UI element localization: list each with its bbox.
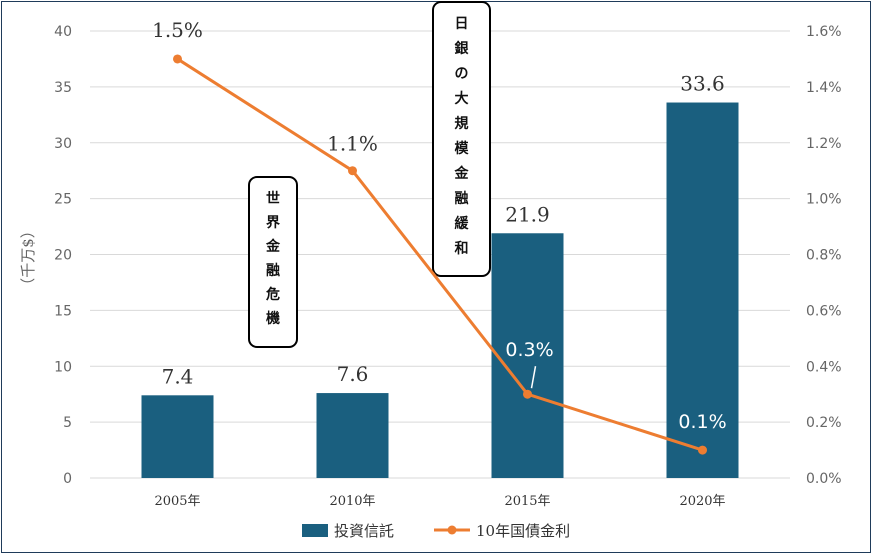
- bar: [141, 395, 214, 478]
- y2-tick-label: 0.6%: [806, 303, 842, 319]
- y-tick-label: 5: [63, 415, 72, 431]
- bar: [666, 102, 739, 479]
- y2-tick-label: 0.8%: [806, 248, 842, 264]
- x-tick-label: 2020年: [679, 494, 725, 509]
- bar-value-label: 7.4: [162, 364, 194, 388]
- annotation-crisis-box: [248, 176, 298, 348]
- annotation-crisis-char: 界: [266, 215, 281, 231]
- y-tick-label: 10: [54, 359, 72, 375]
- line-marker: [348, 166, 357, 176]
- annotation-crisis-char: 融: [266, 262, 280, 279]
- y2-tick-label: 1.0%: [806, 192, 842, 208]
- bar-value-label: 33.6: [680, 72, 725, 96]
- y-tick-label: 0: [63, 471, 72, 487]
- bar-value-label: 21.9: [505, 202, 550, 226]
- annotation-crisis-char: 金: [265, 238, 281, 255]
- y2-tick-label: 1.2%: [806, 136, 842, 152]
- y2-tick-label: 0.4%: [806, 359, 842, 375]
- annotation-easing-char: 金: [454, 165, 470, 182]
- annotation-crisis-char: 危: [265, 286, 280, 303]
- annotation-easing-char: 模: [455, 140, 470, 157]
- legend-swatch-marker: [447, 525, 457, 535]
- y2-tick-label: 1.6%: [806, 24, 842, 40]
- line-value-label: 1.1%: [327, 132, 378, 156]
- bar-value-label: 7.6: [337, 362, 369, 386]
- annotation-easing-char: 和: [455, 241, 469, 257]
- y-axis-label: （千万$）: [19, 223, 37, 293]
- y2-tick-label: 0.2%: [806, 415, 842, 431]
- annotation-easing-char: の: [455, 66, 469, 82]
- legend-swatch-bar: [302, 524, 328, 537]
- annotation-easing-char: 規: [455, 116, 469, 132]
- bar: [491, 233, 564, 478]
- y-tick-label: 15: [54, 303, 72, 319]
- x-tick-label: 2010年: [329, 494, 375, 509]
- annotation-easing-char: 日: [455, 16, 469, 32]
- annotation-easing-box: [432, 1, 491, 277]
- line-series: [176, 57, 703, 452]
- x-tick-label: 2015年: [504, 494, 550, 509]
- annotation-crisis-char: 機: [266, 310, 280, 327]
- line-marker: [698, 445, 707, 455]
- y-tick-label: 40: [54, 24, 72, 40]
- y-tick-label: 25: [54, 192, 72, 208]
- bar: [316, 393, 389, 478]
- y2-tick-label: 1.4%: [806, 80, 842, 96]
- y-tick-label: 20: [54, 248, 72, 264]
- annotation-easing-char: 緩: [455, 215, 470, 232]
- y-tick-label: 35: [54, 80, 72, 96]
- line-value-label: 0.3%: [505, 339, 553, 361]
- y-tick-label: 30: [54, 136, 72, 152]
- legend-label: 10年国債金利: [476, 522, 570, 540]
- line-marker: [173, 54, 182, 64]
- legend-label: 投資信託: [334, 522, 394, 540]
- x-tick-label: 2005年: [154, 494, 200, 509]
- annotation-easing-char: 銀: [455, 40, 469, 57]
- annotation-crisis-char: 世: [266, 190, 280, 207]
- line-marker: [523, 389, 532, 399]
- annotation-easing-char: 大: [455, 90, 469, 107]
- y2-tick-label: 0.0%: [806, 471, 842, 487]
- annotation-easing-char: 融: [455, 190, 469, 207]
- line-value-label: 0.1%: [678, 411, 726, 433]
- line-value-label: 1.5%: [152, 18, 203, 42]
- line-label-leader: [530, 366, 537, 389]
